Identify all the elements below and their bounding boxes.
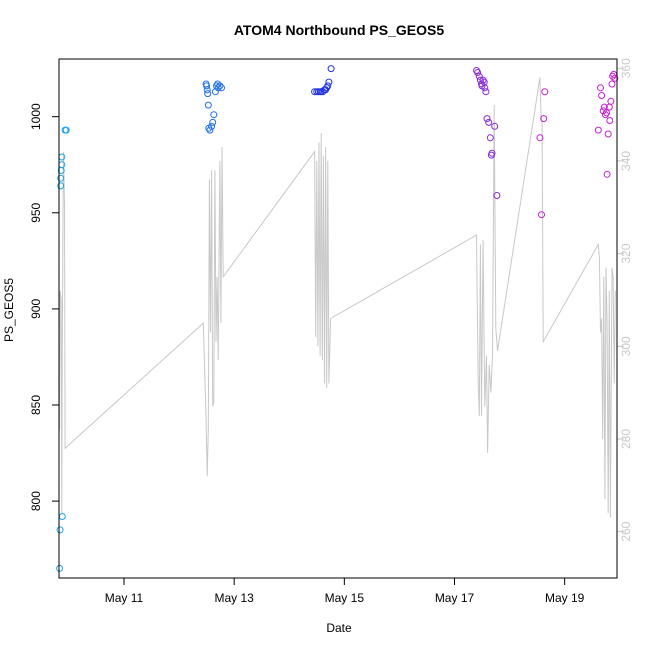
axes-layer: May 11 May 13 May 15 May 17 May 19 800 850 900 9… xyxy=(29,58,633,605)
data-point xyxy=(611,74,619,82)
data-point xyxy=(475,72,483,80)
y2-tick-label: 360 xyxy=(619,58,633,78)
data-point xyxy=(486,134,494,142)
data-point xyxy=(325,78,333,86)
x-tick-label: May 11 xyxy=(105,591,144,605)
data-point xyxy=(603,170,611,178)
y2-tick-label: 340 xyxy=(619,151,633,171)
chart-title: ATOM4 Northbound PS_GEOS5 xyxy=(234,22,444,38)
data-point xyxy=(482,88,490,96)
data-point xyxy=(603,109,610,117)
data-point xyxy=(216,82,224,90)
data-point xyxy=(606,117,614,124)
data-point xyxy=(491,122,499,130)
data-point xyxy=(56,564,64,572)
data-point xyxy=(485,118,493,126)
data-point xyxy=(594,126,602,134)
data-point xyxy=(597,84,604,92)
data-point xyxy=(598,92,606,99)
y-axis-label: PS_GEOS5 xyxy=(2,278,16,342)
data-point xyxy=(488,149,496,157)
data-point xyxy=(607,97,615,105)
y2-tick-label: 320 xyxy=(619,243,633,263)
y-tick-label: 1000 xyxy=(29,103,43,130)
plot-frame xyxy=(58,58,618,579)
y2-tick-label: 300 xyxy=(619,336,633,356)
data-point xyxy=(540,115,548,123)
x-tick-label: May 15 xyxy=(325,591,365,605)
x-axis-label: Date xyxy=(326,621,352,635)
data-point xyxy=(608,80,616,88)
data-point xyxy=(536,134,544,142)
points-layer xyxy=(56,65,619,572)
data-point xyxy=(204,90,212,98)
data-point xyxy=(57,174,65,182)
data-point xyxy=(324,82,332,90)
x-tick-label: May 13 xyxy=(214,591,254,605)
data-point xyxy=(57,182,65,190)
series-line xyxy=(59,77,616,518)
data-point xyxy=(483,115,491,123)
data-point xyxy=(204,101,212,109)
y-tick-label: 950 xyxy=(29,202,43,222)
y2-tick-label: 280 xyxy=(619,429,633,449)
data-point xyxy=(203,82,211,90)
y2-tick-label: 260 xyxy=(619,521,633,541)
y-tick-label: 800 xyxy=(29,491,43,511)
data-point xyxy=(538,211,545,219)
y-tick-label: 900 xyxy=(29,299,43,319)
line-series-layer xyxy=(59,77,616,518)
x-tick-label: May 17 xyxy=(435,591,475,605)
data-point xyxy=(214,80,222,88)
data-point xyxy=(604,130,612,138)
data-point xyxy=(218,84,225,92)
data-point xyxy=(56,526,64,534)
data-point xyxy=(62,126,70,134)
x-tick-label: May 19 xyxy=(545,591,585,605)
data-point xyxy=(208,122,216,130)
data-point xyxy=(210,111,218,119)
data-point xyxy=(214,84,222,92)
data-point xyxy=(493,192,501,199)
data-point xyxy=(481,84,489,92)
data-point xyxy=(474,69,482,76)
data-point xyxy=(203,86,211,94)
data-point xyxy=(206,126,214,134)
data-point xyxy=(327,65,335,73)
data-point xyxy=(541,88,549,96)
data-point xyxy=(209,118,217,126)
y-tick-label: 850 xyxy=(29,395,43,415)
